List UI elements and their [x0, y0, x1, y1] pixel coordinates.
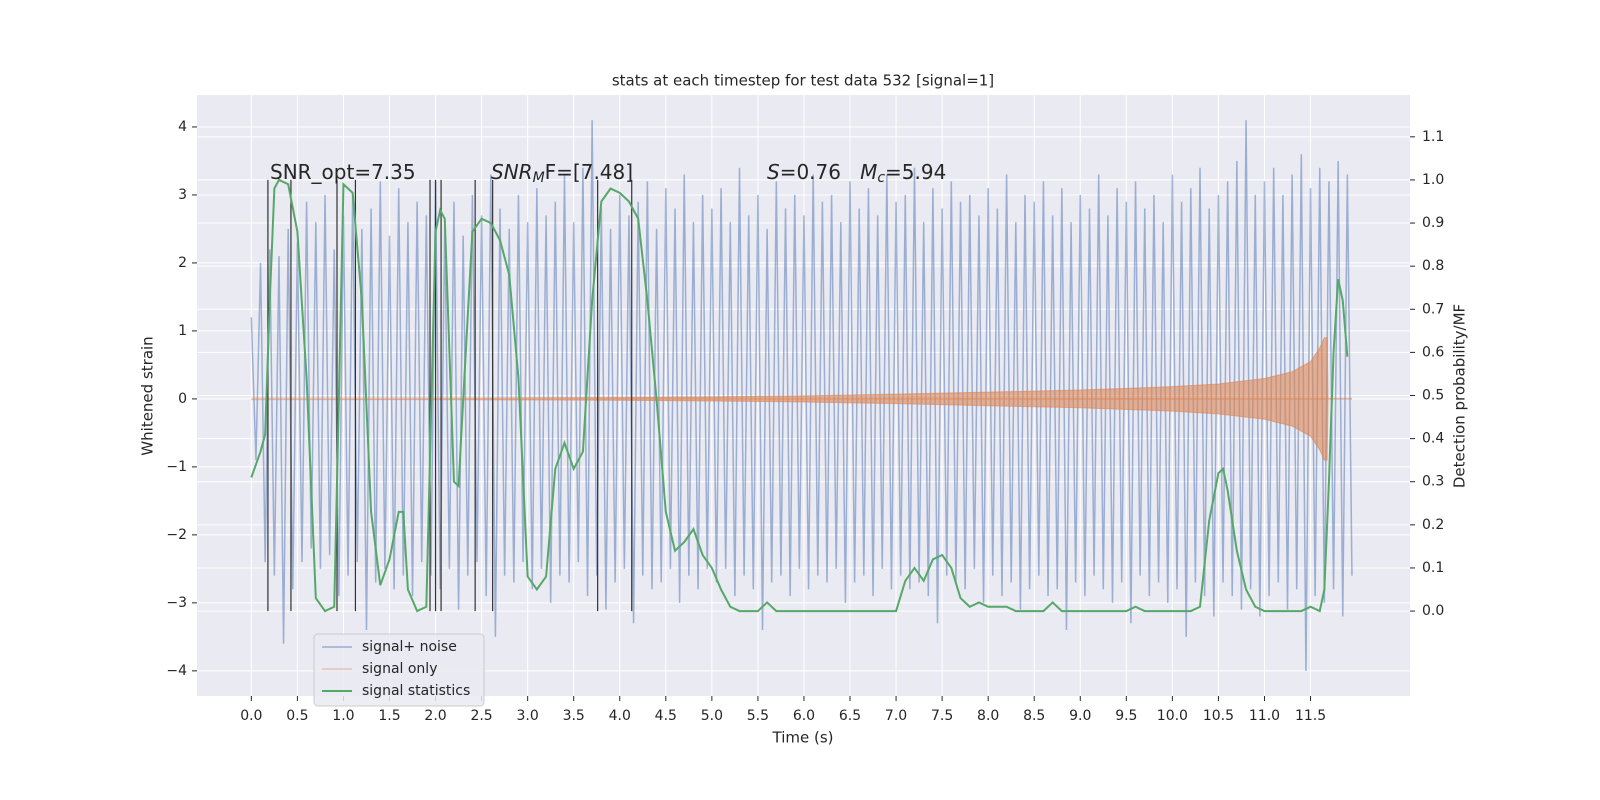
- y-tick-label: 2: [178, 255, 187, 271]
- x-tick-label: 10.5: [1203, 708, 1234, 724]
- x-tick-label: 8.5: [1023, 708, 1045, 724]
- x-tick-label: 2.0: [424, 708, 446, 724]
- x-tick-label: 5.0: [701, 708, 723, 724]
- annotation-part: c: [877, 170, 885, 186]
- legend-label: signal statistics: [362, 683, 470, 699]
- marks: [250, 120, 1353, 671]
- y2-tick-label: 1.1: [1422, 129, 1444, 145]
- x-axis-label: Time (s): [772, 729, 834, 747]
- x-tick-label: 10.0: [1157, 708, 1188, 724]
- y-tick-label: 4: [178, 119, 187, 135]
- y-tick-label: 3: [178, 187, 187, 203]
- x-tick-label: 1.5: [378, 708, 400, 724]
- signal-band: [251, 398, 1352, 461]
- y2-tick-label: 0.1: [1422, 560, 1444, 576]
- x-tick-label: 3.5: [563, 708, 585, 724]
- y2-tick-label: 0.6: [1422, 344, 1444, 360]
- y2-tick-label: 0.3: [1422, 474, 1444, 490]
- legend-label: signal only: [362, 661, 437, 677]
- x-tick-label: 11.0: [1249, 708, 1280, 724]
- x-tick-label: 4.0: [609, 708, 631, 724]
- x-tick-label: 7.5: [931, 708, 953, 724]
- y2-tick-label: 0.4: [1422, 431, 1444, 447]
- x-tick-label: 4.5: [655, 708, 677, 724]
- annotation-part: F=[7.48]: [545, 160, 633, 184]
- x-tick-label: 3.0: [517, 708, 539, 724]
- annotation-part: SNR: [491, 160, 533, 184]
- x-tick-label: 8.0: [977, 708, 999, 724]
- x-tick-label: 9.5: [1115, 708, 1137, 724]
- y-tick-label: 1: [178, 323, 187, 339]
- legend-box: [313, 633, 485, 707]
- y2-axis-label: Detection probability/MF: [1451, 304, 1469, 488]
- y2-tick-label: 0.5: [1422, 388, 1444, 404]
- y-tick-label: −3: [166, 595, 187, 611]
- x-tick-label: 0.5: [286, 708, 308, 724]
- annotation-part: =0.76: [780, 160, 860, 184]
- legend: signal+ noise signal only signal statistic…: [313, 633, 485, 707]
- x-tick-label: 11.5: [1295, 708, 1326, 724]
- x-tick-label: 6.0: [793, 708, 815, 724]
- x-tick-label: 9.0: [1069, 708, 1091, 724]
- y-tick-label: −1: [166, 459, 187, 475]
- labels: 0.0 0.5 1.0 1.5 2.0 2.5 3.0 3.5 4.0 4.5 5.0 5.5 6.0 6…: [166, 119, 1444, 724]
- y-tick-label: 0: [178, 391, 187, 407]
- annotation: S=0.76 Mc=5.94: [767, 160, 946, 187]
- y-tick-label: −2: [166, 527, 187, 543]
- annotation-part: =5.94: [885, 160, 946, 184]
- annotation: SNR_opt=7.35: [270, 160, 416, 184]
- annotation-part: M: [860, 160, 877, 184]
- y2-tick-label: 0.2: [1422, 517, 1444, 533]
- series-line: [250, 178, 1349, 613]
- chart-title: stats at each timestep for test data 532…: [612, 72, 994, 90]
- y2-tick-label: 0.9: [1422, 215, 1444, 231]
- x-tick-label: 7.0: [885, 708, 907, 724]
- annotation: SNRMF=[7.48]: [491, 160, 633, 187]
- y2-tick-label: 0.8: [1422, 258, 1444, 274]
- x-tick-label: 1.0: [332, 708, 354, 724]
- annotation-part: M: [533, 170, 545, 186]
- x-tick-label: 5.5: [747, 708, 769, 724]
- x-tick-label: 0.0: [240, 708, 262, 724]
- annotation-part: S: [767, 160, 780, 184]
- annotation-part: SNR_opt=7.35: [270, 160, 416, 184]
- legend-label: signal+ noise: [362, 639, 457, 655]
- x-tick-label: 6.5: [839, 708, 861, 724]
- x-tick-label: 2.5: [470, 708, 492, 724]
- y2-tick-label: 1.0: [1422, 172, 1444, 188]
- y-axis-label: Whitened strain: [139, 336, 157, 455]
- y2-tick-label: 0.7: [1422, 301, 1444, 317]
- y-tick-label: −4: [166, 663, 187, 679]
- y2-tick-label: 0.0: [1422, 603, 1444, 619]
- signal-band: [251, 337, 1352, 400]
